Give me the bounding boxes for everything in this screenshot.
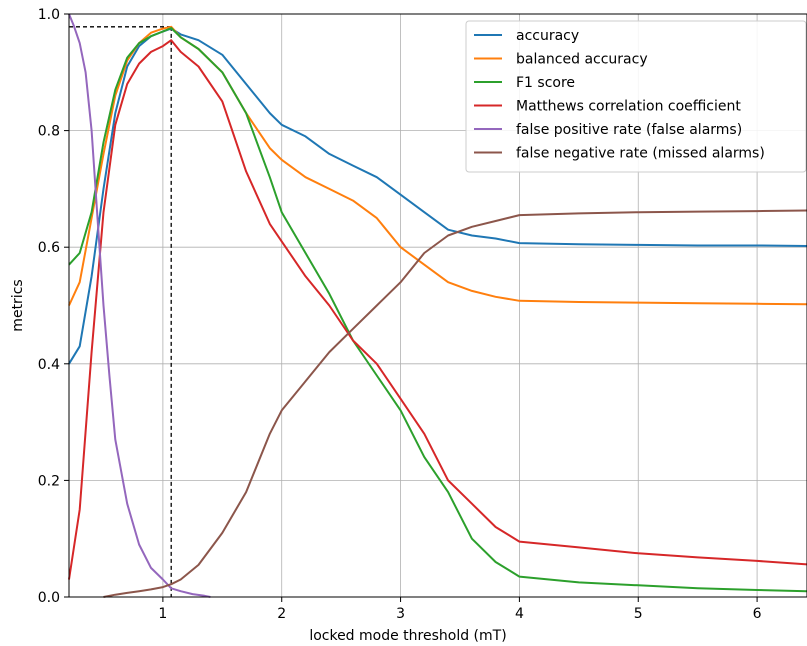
y-tick-label: 0.6 [38,240,60,256]
y-tick-label: 1.0 [38,7,60,23]
series-line [68,27,807,365]
x-tick-label: 2 [277,606,286,622]
series-lines [68,13,807,598]
y-tick-label: 0.4 [38,357,60,373]
legend-label: Matthews correlation coefficient [516,99,741,115]
optimal-threshold-marker [69,26,172,597]
legend-entries: accuracy balanced accuracy F1 score Matthew… [474,28,765,162]
series-line [68,25,807,306]
x-axis-label: locked mode threshold (mT) [309,628,506,644]
legend-label: F1 score [516,75,575,91]
x-tick-label: 1 [158,606,167,622]
series-line [103,209,807,598]
legend-label: balanced accuracy [516,52,648,68]
x-tick-label: 3 [396,606,405,622]
legend-label: false positive rate (false alarms) [516,122,742,138]
legend-box [465,20,807,173]
y-tick-label: 0.8 [38,124,60,140]
series-line [68,27,807,593]
legend-label: accuracy [516,28,579,44]
legend-label: false negative rate (missed alarms) [516,146,765,162]
series-line [68,39,807,580]
y-tick-label: 0.0 [38,590,60,606]
x-tick-label: 5 [634,606,643,622]
x-tick-label: 6 [753,606,762,622]
legend: accuracy balanced accuracy F1 score Matthew… [465,20,807,173]
y-axis-label: metrics [10,279,26,331]
y-axis-ticks: 0.0 0.2 0.4 0.6 0.8 1.0 [38,7,69,606]
series-line [68,13,211,598]
x-axis-ticks: 1 2 3 4 5 6 [158,597,762,622]
x-tick-label: 4 [515,606,524,622]
y-tick-label: 0.2 [38,473,60,489]
axes-frame [68,13,807,598]
